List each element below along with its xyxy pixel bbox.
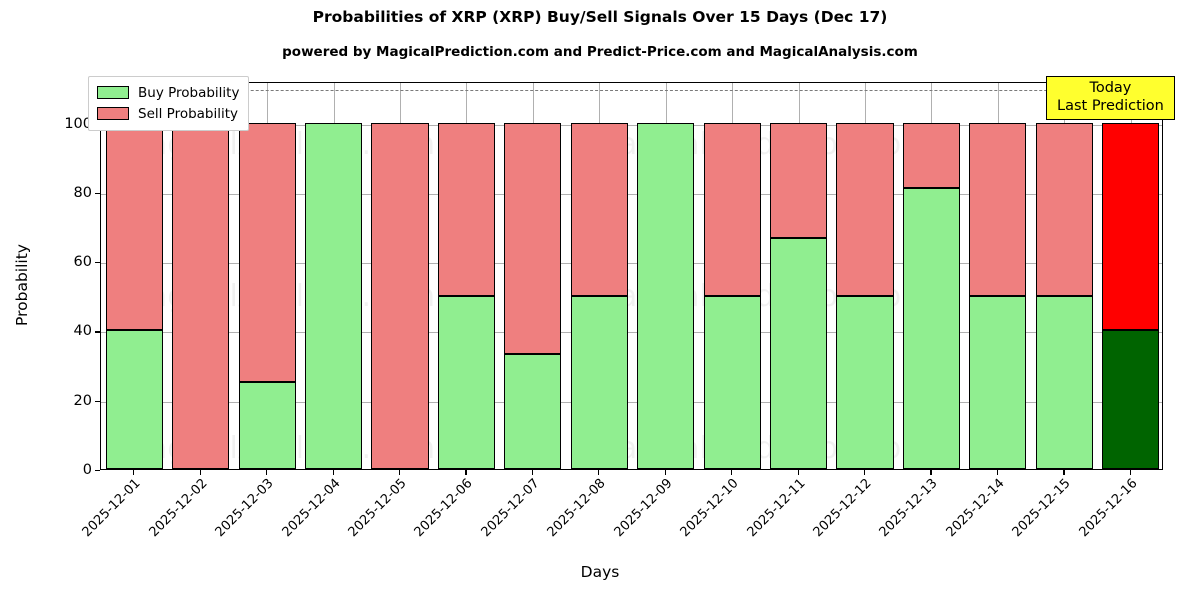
- bar-column[interactable]: [836, 83, 894, 469]
- bar-column[interactable]: [969, 83, 1027, 469]
- bar-segment-sell[interactable]: [969, 122, 1027, 296]
- bar-segment-sell[interactable]: [1035, 122, 1093, 296]
- bar-segment-sell[interactable]: [238, 122, 296, 383]
- bar-column[interactable]: [1035, 83, 1093, 469]
- bar-segment-sell[interactable]: [902, 122, 961, 189]
- bar-segment-buy[interactable]: [437, 295, 495, 469]
- y-axis-label: Probability: [13, 244, 31, 326]
- chart-legend[interactable]: Buy Probability Sell Probability: [88, 76, 250, 131]
- bar-segment-sell[interactable]: [371, 122, 429, 469]
- y-axis-tick-label: 0: [82, 462, 92, 478]
- bar-segment-sell[interactable]: [770, 122, 828, 238]
- x-axis-tick-mark: [332, 470, 334, 475]
- bar-segment-sell[interactable]: [570, 122, 628, 296]
- legend-swatch-buy: [97, 86, 129, 99]
- bar-column[interactable]: [770, 83, 828, 469]
- bar-segment-buy[interactable]: [637, 122, 695, 469]
- bar-segment-sell[interactable]: [437, 122, 495, 296]
- bar-column[interactable]: [1102, 83, 1160, 469]
- bar-segment-sell[interactable]: [105, 122, 163, 331]
- bar-column[interactable]: [637, 83, 695, 469]
- today-annotation: Today Last Prediction: [1046, 76, 1175, 121]
- x-axis-tick-mark: [731, 470, 733, 475]
- bar-column[interactable]: [437, 83, 495, 469]
- chart-title: Probabilities of XRP (XRP) Buy/Sell Sign…: [312, 8, 888, 26]
- bar-segment-sell[interactable]: [703, 122, 761, 296]
- bar-column[interactable]: [570, 83, 628, 469]
- x-axis-tick-mark: [199, 470, 201, 475]
- bar-segment-buy[interactable]: [836, 295, 894, 469]
- x-axis-tick-mark: [1063, 470, 1065, 475]
- x-axis-tick-mark: [996, 470, 999, 475]
- x-axis-tick-mark: [465, 470, 467, 475]
- legend-item-sell[interactable]: Sell Probability: [97, 103, 239, 124]
- legend-item-buy[interactable]: Buy Probability: [97, 82, 239, 103]
- bar-segment-buy[interactable]: [504, 353, 562, 469]
- x-axis-tick-mark: [797, 470, 799, 475]
- bar-column[interactable]: [304, 83, 363, 469]
- chart-subtitle: powered by MagicalPrediction.com and Pre…: [282, 44, 918, 60]
- x-axis-tick-mark: [598, 470, 600, 475]
- y-axis-tick-mark: [95, 331, 100, 333]
- y-axis-tick-label: 60: [73, 254, 92, 271]
- bar-segment-buy[interactable]: [969, 295, 1027, 469]
- bar-column[interactable]: [902, 83, 961, 469]
- bar-segment-buy[interactable]: [304, 122, 363, 469]
- gridline-horizontal: [101, 124, 1162, 126]
- y-axis-tick-label: 100: [64, 115, 92, 132]
- bar-segment-buy[interactable]: [105, 330, 163, 469]
- y-axis-tick-mark: [95, 470, 100, 472]
- bar-column[interactable]: [703, 83, 761, 469]
- gridline-horizontal: [101, 401, 1162, 403]
- bar-segment-buy[interactable]: [902, 188, 961, 469]
- y-axis-tick-label: 80: [73, 184, 92, 201]
- bar-segment-sell[interactable]: [172, 122, 230, 469]
- bar-segment-buy[interactable]: [238, 382, 296, 469]
- legend-swatch-sell: [97, 107, 129, 120]
- plot-area: MagicalAnalysis.comMagicalAnalysis.comMa…: [100, 82, 1163, 470]
- x-axis-tick-mark: [864, 470, 866, 475]
- bar-segment-sell[interactable]: [504, 122, 562, 354]
- x-axis-label: Days: [580, 563, 620, 581]
- bar-segment-buy[interactable]: [703, 295, 761, 469]
- y-axis-tick-label: 20: [73, 392, 92, 409]
- legend-label-sell: Sell Probability: [138, 105, 239, 122]
- bar-segment-buy[interactable]: [1102, 330, 1160, 469]
- bar-segment-sell[interactable]: [1102, 122, 1160, 331]
- x-axis-tick-mark: [930, 470, 932, 475]
- gridline-horizontal: [101, 193, 1162, 195]
- bar-column[interactable]: [172, 83, 230, 469]
- bar-column[interactable]: [238, 83, 296, 469]
- bar-segment-buy[interactable]: [570, 295, 628, 469]
- y-axis-tick-mark: [95, 400, 100, 402]
- today-annotation-line2: Last Prediction: [1057, 97, 1164, 114]
- bar-column[interactable]: [105, 83, 163, 469]
- gridline-horizontal: [101, 263, 1162, 265]
- y-axis-tick-label: 40: [73, 323, 92, 340]
- x-axis-tick-mark: [531, 470, 534, 475]
- y-axis-tick-mark: [95, 262, 100, 264]
- x-axis-tick-mark: [266, 470, 268, 475]
- legend-label-buy: Buy Probability: [138, 84, 240, 101]
- y-axis-tick-mark: [95, 192, 100, 195]
- bar-column[interactable]: [371, 83, 429, 469]
- gridline-horizontal: [101, 332, 1162, 334]
- x-axis-tick-mark: [1129, 470, 1131, 475]
- reference-line: [101, 89, 1162, 91]
- bar-segment-sell[interactable]: [836, 122, 894, 296]
- today-annotation-line1: Today: [1089, 80, 1132, 96]
- bar-column[interactable]: [504, 83, 562, 469]
- x-axis-tick-mark: [664, 470, 666, 475]
- x-axis-tick-mark: [133, 470, 135, 475]
- bar-segment-buy[interactable]: [770, 237, 828, 469]
- x-axis-tick-mark: [398, 470, 401, 475]
- bar-segment-buy[interactable]: [1035, 295, 1093, 469]
